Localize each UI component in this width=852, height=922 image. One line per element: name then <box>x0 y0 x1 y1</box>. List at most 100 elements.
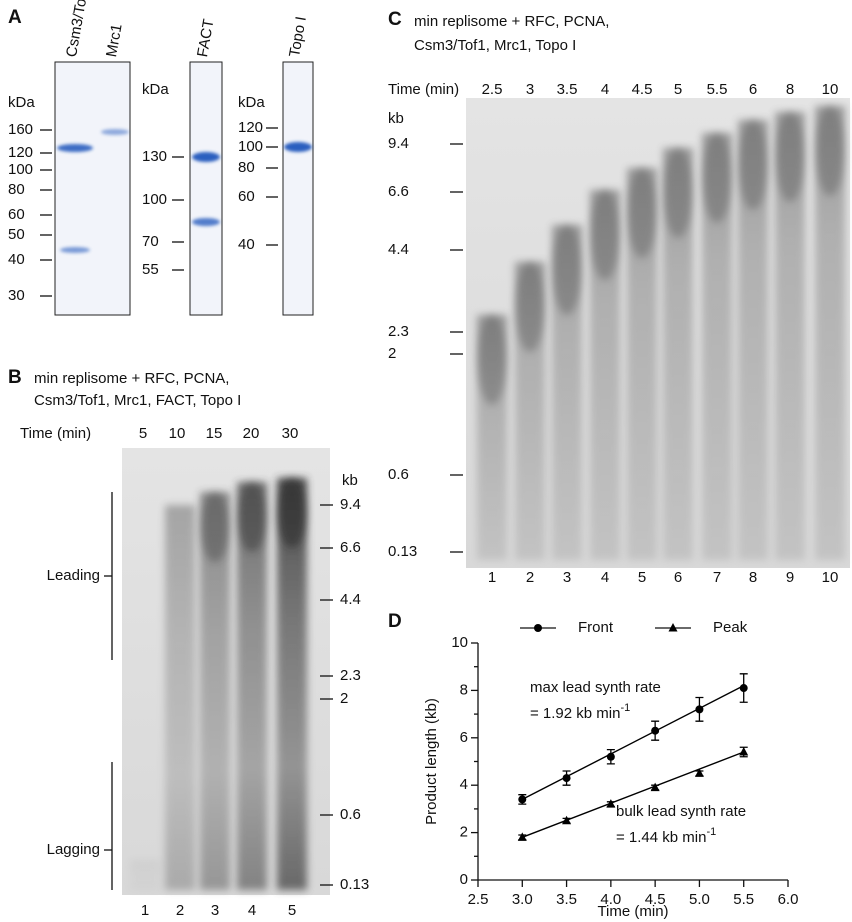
lane-label: Mrc1 <box>103 23 126 59</box>
unit-label: kDa <box>8 94 35 111</box>
time-value: 15 <box>206 425 223 442</box>
time-label: Time (min) <box>20 425 91 442</box>
panel-letter: B <box>8 367 22 388</box>
marker-label: 2 <box>340 690 348 707</box>
lane-number: 1 <box>141 902 149 919</box>
x-tick-label: 2.5 <box>468 891 489 908</box>
data-point <box>606 752 615 761</box>
lane-number: 5 <box>288 902 296 919</box>
data-point <box>518 795 527 804</box>
unit-label: kDa <box>142 81 169 98</box>
panel-title: min replisome + RFC, PCNA, <box>34 370 229 387</box>
marker-label: 55 <box>142 261 159 278</box>
marker-label: 40 <box>238 236 255 253</box>
unit-label: kDa <box>238 94 265 111</box>
marker-label: 130 <box>142 148 167 165</box>
lane-number: 2 <box>176 902 184 919</box>
marker-label: 4.4 <box>340 591 361 608</box>
data-point <box>517 832 527 841</box>
marker-label: 30 <box>8 287 25 304</box>
time-value: 5.5 <box>707 81 728 98</box>
marker-label: 80 <box>238 159 255 176</box>
dna-smear-front <box>664 148 692 238</box>
annotation-rate: = 1.92 kb min-1 <box>530 702 630 722</box>
marker-label: 60 <box>8 206 25 223</box>
time-value: 20 <box>243 425 260 442</box>
marker-label: 100 <box>238 138 263 155</box>
marker-label: 40 <box>8 251 25 268</box>
marker-label: 60 <box>238 188 255 205</box>
marker-label: 0.13 <box>340 876 369 893</box>
time-value: 3 <box>526 81 534 98</box>
protein-band <box>192 218 220 226</box>
dna-smear-front <box>739 120 767 210</box>
dna-smear-front <box>278 478 306 548</box>
lane-number: 6 <box>674 569 682 586</box>
data-point <box>562 815 572 825</box>
annotation: bulk lead synth rate <box>616 803 746 820</box>
dna-smear-front <box>816 106 844 196</box>
marker-label: 100 <box>142 191 167 208</box>
data-point <box>650 782 660 792</box>
rate-exponent: -1 <box>620 702 630 714</box>
time-value: 6 <box>749 81 757 98</box>
annotation: max lead synth rate <box>530 679 661 696</box>
dna-smear-front <box>591 190 619 280</box>
lane-label: Csm3/Tof1 <box>63 0 92 58</box>
rate-text: = 1.44 kb min <box>616 829 706 846</box>
data-point <box>606 799 616 808</box>
time-value: 4 <box>601 81 609 98</box>
region-label: Leading <box>47 567 100 584</box>
panel-title: Csm3/Tof1, Mrc1, Topo I <box>414 37 576 54</box>
legend-marker <box>534 624 542 632</box>
protein-band <box>192 152 220 162</box>
x-tick-label: 3.0 <box>512 891 533 908</box>
rate-exponent: -1 <box>706 826 716 838</box>
marker-label: 50 <box>8 226 25 243</box>
lane-number: 1 <box>488 569 496 586</box>
marker-label: 6.6 <box>340 539 361 556</box>
unit-label: kb <box>388 110 404 127</box>
marker-label: 9.4 <box>388 135 409 152</box>
protein-band <box>57 144 93 152</box>
dna-smear-front <box>553 225 581 315</box>
data-point <box>562 774 571 783</box>
x-tick-label: 4.5 <box>645 891 666 908</box>
time-value: 10 <box>822 81 839 98</box>
marker-label: 2.3 <box>388 323 409 340</box>
lane-number: 8 <box>749 569 757 586</box>
lane-number: 5 <box>638 569 646 586</box>
protein-band <box>60 247 90 253</box>
time-value: 10 <box>169 425 186 442</box>
y-tick-label: 2 <box>460 824 468 841</box>
time-label: Time (min) <box>388 81 459 98</box>
marker-label: 100 <box>8 161 33 178</box>
lane-number: 3 <box>211 902 219 919</box>
protein-band <box>284 142 312 152</box>
time-value: 3.5 <box>557 81 578 98</box>
lane-number: 7 <box>713 569 721 586</box>
fit-line <box>522 751 744 838</box>
marker-label: 120 <box>8 144 33 161</box>
y-tick-label: 0 <box>460 871 468 888</box>
panel-letter: D <box>388 611 402 632</box>
dna-smear-front <box>776 112 804 202</box>
gel <box>282 61 314 316</box>
legend-label: Peak <box>713 619 748 636</box>
x-axis-label: Time (min) <box>597 903 668 920</box>
protein-band <box>101 129 129 135</box>
marker-label: 9.4 <box>340 496 361 513</box>
legend-label: Front <box>578 619 614 636</box>
dna-smear-front <box>478 315 506 405</box>
rate-text: = 1.92 kb min <box>530 705 620 722</box>
x-tick-label: 5.0 <box>689 891 710 908</box>
data-point <box>739 684 748 693</box>
y-tick-label: 8 <box>460 681 468 698</box>
lane-label: FACT <box>194 18 217 59</box>
dna-smear <box>165 505 195 890</box>
gel <box>54 61 131 316</box>
lane-number: 4 <box>601 569 609 586</box>
lane-number: 10 <box>822 569 839 586</box>
panel-letter: C <box>388 9 402 30</box>
